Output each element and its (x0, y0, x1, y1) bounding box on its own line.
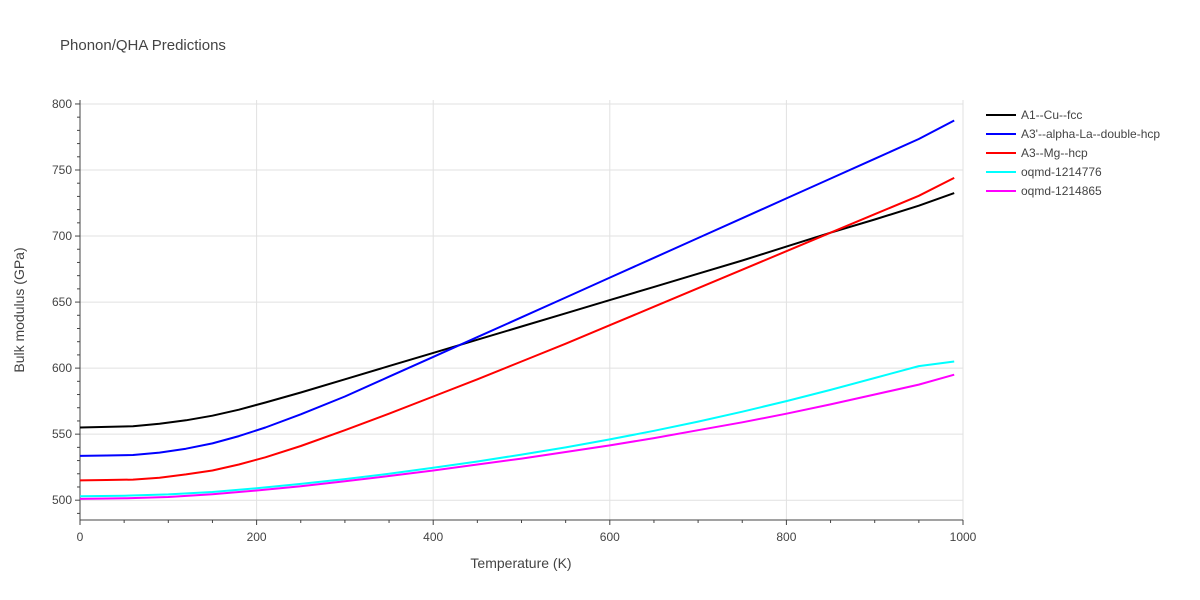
legend-label: oqmd-1214776 (1021, 165, 1102, 179)
y-tick-label: 750 (52, 163, 72, 177)
x-tick-label: 400 (423, 530, 443, 544)
legend-item-4[interactable]: oqmd-1214865 (986, 184, 1102, 198)
legend-item-0[interactable]: A1--Cu--fcc (986, 108, 1082, 122)
axes: 0 200 400 600 800 1000 500 550 600 650 700 750 800 (52, 97, 977, 544)
x-tick-label: 200 (247, 530, 267, 544)
series-line-2[interactable] (79, 177, 955, 482)
y-tick-label: 550 (52, 427, 72, 441)
x-axis-title: Temperature (K) (470, 555, 571, 571)
series-line-1[interactable] (79, 119, 955, 457)
x-tick-label: 1000 (950, 530, 977, 544)
series-line-4[interactable] (79, 373, 955, 500)
series-line-3[interactable] (79, 360, 955, 498)
y-tick-label: 500 (52, 493, 72, 507)
y-tick-label: 600 (52, 361, 72, 375)
legend-item-3[interactable]: oqmd-1214776 (986, 165, 1102, 179)
legend-label: oqmd-1214865 (1021, 184, 1102, 198)
legend-item-2[interactable]: A3--Mg--hcp (986, 146, 1088, 160)
x-tick-label: 600 (600, 530, 620, 544)
plot-area (79, 119, 955, 500)
legend-item-1[interactable]: A3'--alpha-La--double-hcp (986, 127, 1160, 141)
legend-label: A3--Mg--hcp (1021, 146, 1088, 160)
legend[interactable]: A1--Cu--fcc A3'--alpha-La--double-hcp A3--… (986, 108, 1160, 198)
legend-label: A3'--alpha-La--double-hcp (1021, 127, 1160, 141)
x-tick-label: 800 (776, 530, 796, 544)
legend-label: A1--Cu--fcc (1021, 108, 1082, 122)
y-tick-label: 650 (52, 295, 72, 309)
y-tick-label: 700 (52, 229, 72, 243)
y-tick-label: 800 (52, 97, 72, 111)
grid (80, 100, 964, 520)
y-axis-title: Bulk modulus (GPa) (11, 247, 27, 372)
chart-title: Phonon/QHA Predictions (60, 37, 226, 54)
x-tick-label: 0 (77, 530, 84, 544)
